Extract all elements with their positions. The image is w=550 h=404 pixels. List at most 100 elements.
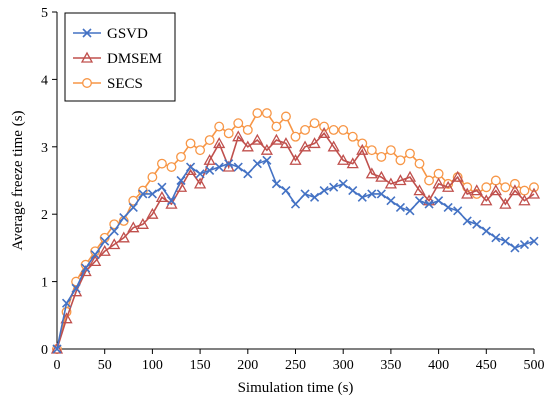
y-tick-label: 0 <box>41 343 48 358</box>
data-point-gsvd <box>310 192 320 202</box>
data-point-gsvd <box>424 199 434 209</box>
data-point-secs <box>271 121 282 132</box>
data-point-secs <box>366 145 377 156</box>
data-point-dmsem <box>108 238 121 250</box>
data-point-gsvd <box>185 162 196 172</box>
data-point-gsvd <box>195 169 205 179</box>
data-point-secs <box>147 172 158 183</box>
legend-box <box>64 12 176 102</box>
data-point-gsvd <box>529 236 539 246</box>
data-point-secs <box>319 121 330 132</box>
data-point-dmsem <box>489 184 502 196</box>
x-tick-label: 350 <box>380 358 401 373</box>
data-point-dmsem <box>289 153 302 165</box>
data-point-dmsem <box>136 217 149 229</box>
data-point-gsvd <box>214 162 224 172</box>
data-point-dmsem <box>279 137 293 149</box>
data-point-secs <box>300 124 310 135</box>
data-point-dmsem <box>527 187 541 199</box>
data-point-dmsem <box>337 153 350 165</box>
x-tick-label: 450 <box>476 358 497 373</box>
legend-marker <box>82 28 92 38</box>
data-point-dmsem <box>50 342 64 354</box>
data-point-dmsem <box>461 187 474 199</box>
data-point-gsvd <box>348 186 358 196</box>
data-point-secs <box>309 118 320 129</box>
data-point-dmsem <box>384 177 398 189</box>
x-tick-label: 0 <box>54 358 61 373</box>
data-point-gsvd <box>453 206 463 216</box>
data-point-gsvd <box>367 189 377 199</box>
data-point-secs <box>328 124 339 135</box>
data-point-dmsem <box>442 180 455 192</box>
data-point-gsvd <box>109 226 119 236</box>
data-point-gsvd <box>52 344 62 354</box>
legend-entries: GSVD DMSEM SECS <box>73 26 162 92</box>
data-point-gsvd <box>462 216 472 226</box>
x-tick-label: 100 <box>142 358 163 373</box>
data-point-gsvd <box>233 162 243 172</box>
legend-marker <box>80 51 94 63</box>
data-point-secs <box>424 175 435 186</box>
data-point-dmsem <box>318 126 331 138</box>
data-point-dmsem <box>413 184 426 196</box>
data-point-gsvd <box>205 165 215 175</box>
data-point-gsvd <box>329 182 339 192</box>
data-point-secs <box>185 138 196 149</box>
legend-entry-gsvd: GSVD <box>73 26 148 42</box>
data-point-dmsem <box>403 170 417 182</box>
data-point-gsvd <box>90 250 100 260</box>
data-point-dmsem <box>308 137 321 149</box>
data-point-secs <box>529 182 539 193</box>
data-point-gsvd <box>81 263 91 273</box>
data-point-dmsem <box>480 194 493 206</box>
data-point-gsvd <box>519 239 530 250</box>
data-point-dmsem <box>260 143 273 155</box>
x-tick-label: 250 <box>285 358 306 373</box>
data-point-dmsem <box>518 194 531 206</box>
y-tick-label: 1 <box>41 276 48 291</box>
data-point-gsvd <box>290 199 301 209</box>
legend: GSVD DMSEM SECS <box>64 12 176 102</box>
data-point-secs <box>414 158 425 169</box>
data-point-secs <box>214 121 225 132</box>
series-line-gsvd <box>56 159 535 350</box>
data-point-dmsem <box>470 184 483 196</box>
data-point-secs <box>233 118 244 129</box>
data-point-gsvd <box>338 179 348 189</box>
data-point-gsvd <box>166 196 177 206</box>
x-tick-label: 200 <box>237 358 258 373</box>
series-gsvd <box>52 155 539 354</box>
data-point-dmsem <box>508 184 522 196</box>
data-point-gsvd <box>472 219 482 229</box>
y-tick-label: 2 <box>41 208 48 223</box>
data-point-dmsem <box>203 153 216 165</box>
data-point-gsvd <box>71 283 81 293</box>
y-tick-label: 3 <box>41 141 48 156</box>
data-point-secs <box>223 128 234 139</box>
data-point-gsvd <box>271 179 281 189</box>
data-point-dmsem <box>193 177 207 189</box>
data-point-secs <box>290 131 301 142</box>
x-tick-label: 150 <box>190 358 211 373</box>
data-point-gsvd <box>395 202 406 213</box>
data-point-gsvd <box>300 189 310 199</box>
data-point-dmsem <box>327 140 340 152</box>
data-point-gsvd <box>357 192 367 202</box>
data-point-dmsem <box>375 170 388 182</box>
data-point-gsvd <box>443 202 453 213</box>
data-point-gsvd <box>147 189 157 199</box>
data-point-secs <box>338 124 349 135</box>
data-point-dmsem <box>394 174 407 186</box>
data-point-secs <box>242 124 253 135</box>
legend-entry-dmsem: DMSEM <box>73 51 162 67</box>
data-point-dmsem <box>451 170 464 182</box>
data-point-secs <box>166 162 177 172</box>
data-point-gsvd <box>434 196 444 206</box>
data-point-dmsem <box>432 177 445 189</box>
data-point-dmsem <box>98 244 111 256</box>
data-point-gsvd <box>252 159 262 169</box>
data-point-secs <box>385 145 396 156</box>
